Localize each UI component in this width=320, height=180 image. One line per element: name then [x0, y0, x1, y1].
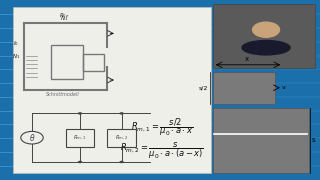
Text: x: x	[245, 56, 249, 62]
Text: $R_{m,2}$: $R_{m,2}$	[115, 134, 128, 142]
Bar	[66, 129, 94, 147]
Text: $R_{m,1} = \dfrac{s/2}{\mu_0 \cdot a \cdot x}$: $R_{m,1} = \dfrac{s/2}{\mu_0 \cdot a \cd…	[131, 116, 193, 138]
Circle shape	[252, 22, 279, 37]
Text: s/2: s/2	[199, 85, 208, 90]
Bar	[13, 7, 211, 173]
Text: $\theta$: $\theta$	[29, 132, 35, 143]
Text: $R_{Fe}$: $R_{Fe}$	[59, 11, 69, 20]
Circle shape	[78, 161, 82, 163]
Bar	[213, 108, 309, 173]
Text: Schnittmodell: Schnittmodell	[45, 92, 79, 97]
Circle shape	[78, 112, 82, 115]
Text: $N_1$: $N_1$	[12, 52, 20, 61]
Bar	[107, 129, 136, 147]
Text: s: s	[312, 137, 316, 143]
Bar	[51, 45, 83, 79]
Bar	[83, 54, 104, 71]
Text: $R_{m,2} = \dfrac{s}{\mu_0 \cdot a \cdot (a-x)}$: $R_{m,2} = \dfrac{s}{\mu_0 \cdot a \cdot…	[120, 140, 204, 161]
Bar	[213, 4, 315, 68]
Text: v: v	[282, 85, 286, 90]
Ellipse shape	[242, 40, 290, 55]
Text: $N_1$: $N_1$	[60, 14, 68, 23]
Circle shape	[119, 112, 124, 115]
Text: $I_0$: $I_0$	[13, 39, 19, 48]
Circle shape	[119, 161, 124, 163]
Bar	[213, 72, 275, 103]
Text: $R_{m,1}$: $R_{m,1}$	[73, 134, 87, 142]
